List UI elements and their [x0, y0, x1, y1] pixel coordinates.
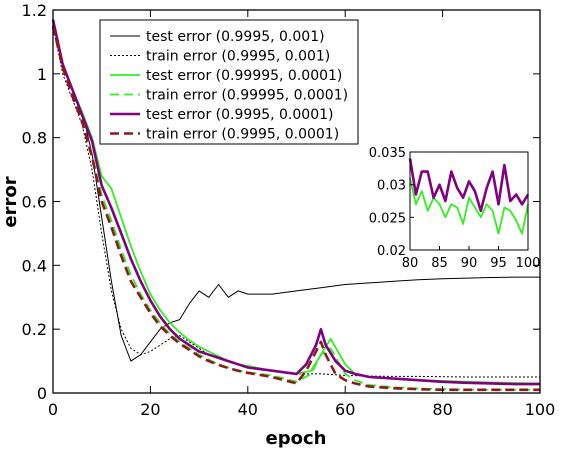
x-tick-label-3: 40: [238, 400, 258, 419]
legend-label-6: train error (0.9995, 0.0001): [146, 127, 339, 143]
legend-label-3: test error (0.99995, 0.0001): [146, 68, 342, 84]
inset-x-tick-label-4: 95: [490, 256, 507, 271]
y-tick-label-4: 0.6: [22, 193, 47, 212]
x-tick-label-6: 100: [525, 400, 556, 419]
legend-label-2: train error (0.9995, 0.001): [146, 49, 330, 65]
inset-x-tick-label-3: 90: [461, 256, 478, 271]
series-line-2: [52, 25, 540, 378]
y-tick-label-3: 0.4: [22, 256, 47, 275]
legend-entries: test error (0.9995, 0.001) train error (0…: [110, 29, 348, 143]
series-line-5: [51, 19, 540, 386]
x-axis-title: epoch: [266, 428, 327, 449]
inset-y-tick-label-3: 0.03: [377, 179, 406, 194]
x-tick-label-4: 60: [335, 400, 355, 419]
y-axis-title: error: [0, 176, 21, 227]
legend-label-4: train error (0.99995, 0.0001): [146, 88, 348, 104]
legend-box: [99, 19, 359, 145]
series-line-1: [52, 19, 540, 362]
y-tick-label-6: 1: [37, 65, 47, 84]
inset-y-tick-label-2: 0.025: [369, 211, 406, 226]
x-tick-label-2: 20: [140, 400, 160, 419]
inset-series-line-1: [409, 177, 529, 235]
main-series-lines: [51, 19, 541, 392]
inset-series-line-2: [408, 158, 530, 213]
inset-series-lines: [408, 158, 530, 235]
inset-axis-ticks: 80 85 90 95 100 0.02 0.025 0.03 0.035: [369, 146, 541, 271]
inset-y-tick-label-4: 0.035: [369, 146, 406, 161]
y-tick-label-1: 0: [37, 384, 47, 403]
inset-x-tick-label-2: 85: [431, 256, 448, 271]
x-tick-label-5: 80: [432, 400, 452, 419]
legend: test error (0.9995, 0.001) train error (0…: [99, 19, 359, 145]
inset-chart: 80 85 90 95 100 0.02 0.025 0.03 0.035: [369, 146, 541, 271]
y-tick-label-2: 0.2: [22, 320, 47, 339]
legend-label-1: test error (0.9995, 0.001): [146, 29, 325, 45]
legend-label-5: test error (0.9995, 0.0001): [146, 107, 333, 123]
y-tick-label-7: 1.2: [22, 1, 47, 20]
inset-y-tick-label-1: 0.02: [377, 244, 406, 259]
x-tick-label-1: 0: [48, 400, 58, 419]
main-axis-ticks: 0 20 40 60 80 100 0 0.2 0.4 0.6 0.8 1 1.2: [22, 1, 556, 419]
inset-x-tick-label-1: 80: [402, 256, 419, 271]
series-line-6: [51, 25, 540, 392]
y-tick-label-5: 0.8: [22, 129, 47, 148]
inset-x-tick-label-5: 100: [516, 256, 541, 271]
